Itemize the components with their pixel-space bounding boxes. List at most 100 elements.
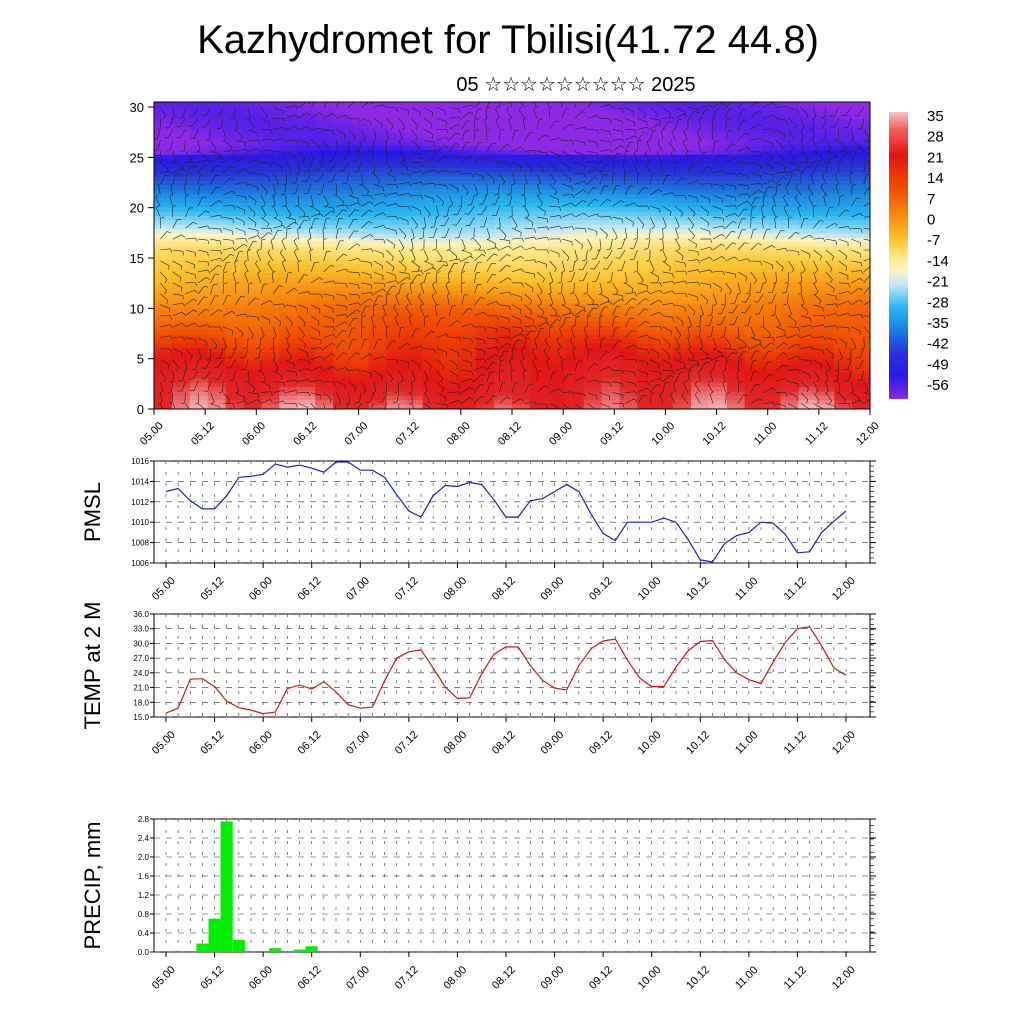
heatmap-cell	[601, 259, 620, 265]
heatmap-cell	[726, 281, 746, 287]
wind-barb	[172, 173, 180, 185]
wind-barb-flag	[424, 315, 429, 318]
heatmap-cell	[583, 211, 603, 217]
heatmap-cell	[547, 141, 567, 147]
heatmap-cell	[780, 330, 799, 336]
wind-barb-flag	[447, 292, 451, 296]
heatmap-cell	[798, 308, 817, 314]
heatmap-cell	[261, 299, 280, 305]
wind-barb	[235, 227, 246, 236]
wind-barb-shaft	[185, 337, 196, 340]
heatmap-cell	[261, 154, 280, 160]
wind-barb-shaft	[436, 107, 446, 112]
wind-barb-shaft	[373, 260, 383, 267]
heatmap-cell	[225, 167, 245, 173]
wind-barb-shaft	[197, 348, 202, 359]
wind-barb-flag	[286, 346, 290, 351]
heatmap-cell	[476, 334, 495, 340]
wind-barb-shaft	[423, 169, 434, 174]
wind-barb-shaft	[285, 326, 291, 337]
wind-barb	[273, 370, 283, 380]
heatmap-cell	[279, 163, 298, 169]
heatmap-cell	[458, 137, 477, 143]
heatmap-cell	[852, 194, 870, 200]
wind-barb-shaft	[358, 162, 362, 172]
heatmap-cell	[852, 207, 870, 213]
wind-barb	[323, 304, 334, 313]
heatmap-cell	[243, 194, 262, 200]
wind-barb-flag	[421, 182, 424, 186]
wind-barb	[474, 337, 485, 344]
wind-barb	[361, 260, 373, 267]
wind-barb-flag	[318, 112, 323, 115]
heatmap-cell	[422, 198, 441, 204]
heatmap-cell	[780, 299, 799, 305]
wind-barb	[285, 216, 297, 224]
heatmap-cell	[333, 132, 352, 138]
heatmap-cell	[529, 189, 549, 195]
heatmap-cell	[494, 242, 513, 248]
wind-barb-shaft	[335, 209, 344, 218]
wind-barb-flag	[289, 356, 292, 361]
wind-barb-shaft	[235, 118, 238, 129]
heatmap-cell	[708, 154, 728, 160]
wind-barb	[336, 367, 349, 371]
wind-barb	[335, 403, 337, 409]
heatmap-cell	[171, 194, 191, 200]
heatmap-cell	[297, 115, 316, 121]
wind-barb-shaft	[298, 162, 300, 173]
wind-barb-flag	[407, 342, 411, 346]
heatmap-cell	[583, 273, 603, 279]
heatmap-cell	[494, 224, 513, 230]
heatmap-cell	[279, 312, 298, 318]
heatmap-cell	[565, 119, 585, 125]
wind-barb	[453, 206, 463, 216]
wind-barb	[248, 399, 261, 404]
wind-barb	[247, 282, 253, 294]
wind-barb-shaft	[436, 194, 445, 203]
heatmap-cell	[852, 391, 870, 397]
heatmap-cell	[315, 216, 334, 222]
heatmap-cell	[243, 268, 262, 274]
heatmap-cell	[708, 216, 728, 222]
wind-barb-shaft	[235, 227, 246, 232]
wind-barb-shaft	[386, 340, 393, 349]
heatmap-cell	[834, 330, 853, 336]
heatmap-cell	[386, 194, 406, 200]
wind-barb-shaft	[348, 230, 355, 240]
heatmap-cell	[565, 387, 585, 393]
heatmap-cell	[440, 316, 459, 322]
heatmap-cell	[691, 365, 710, 371]
wind-barb-shaft	[370, 403, 375, 409]
wind-barb-flag	[163, 137, 169, 139]
heatmap-cell	[780, 180, 799, 186]
wind-barb-shaft	[361, 316, 363, 327]
heatmap-cell	[708, 273, 728, 279]
heatmap-cell	[691, 330, 710, 336]
wind-barb-shaft	[335, 184, 338, 195]
wind-barb-shaft	[411, 328, 417, 338]
wind-barb-flag	[280, 375, 283, 380]
wind-barb	[159, 381, 163, 394]
heatmap-cell	[350, 176, 370, 182]
wind-barb	[386, 260, 395, 272]
heatmap-cell	[655, 242, 674, 248]
heatmap-cell	[458, 159, 477, 164]
wind-barb	[260, 399, 274, 404]
heatmap-cell	[547, 290, 567, 296]
wind-barb-flag	[303, 322, 306, 327]
heatmap-cell	[207, 290, 227, 296]
heatmap-cell	[852, 312, 870, 318]
wind-barb-flag	[220, 214, 223, 219]
heatmap-cell	[476, 154, 495, 160]
wind-barb-flag	[368, 221, 373, 224]
heatmap-cell	[529, 395, 549, 401]
heatmap-cell	[404, 137, 424, 143]
heatmap-cell	[350, 343, 370, 349]
heatmap-cell	[386, 242, 406, 248]
wind-barb-flag	[167, 391, 172, 393]
heatmap-cell	[350, 316, 370, 322]
heatmap-cell	[386, 330, 406, 336]
wind-barb-shaft	[336, 268, 346, 273]
wind-barb-shaft	[323, 205, 334, 209]
